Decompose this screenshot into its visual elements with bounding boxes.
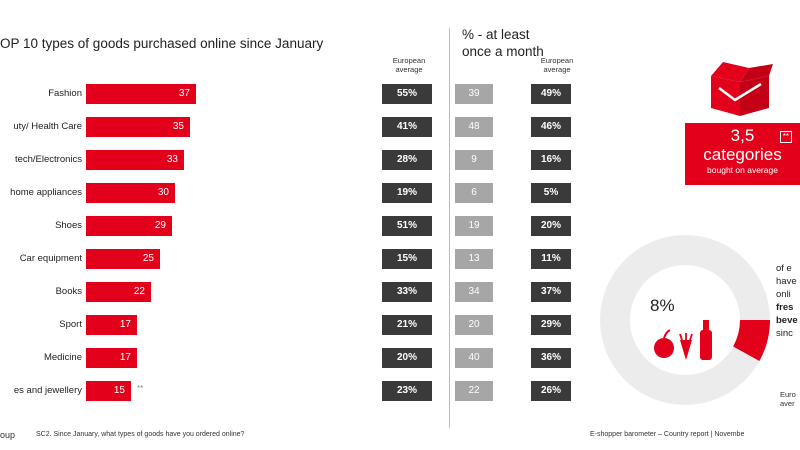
bar: 29 [86,216,172,236]
footer-report: E-shopper barometer – Country report | N… [590,431,745,438]
category-label: uty/ Health Care [13,121,82,132]
monthly-eu-average-value: 49% [531,84,571,104]
bar-value-label: 22 [133,286,145,297]
categories-marker: ** [779,131,792,143]
eu-average-value: 21% [382,315,432,335]
bar-value-label: 37 [178,88,190,99]
category-label: es and jewellery [13,385,82,396]
bar-value-label: 15 [113,385,125,396]
categories-number: 3,5 [730,126,755,145]
eu-average-value: 55% [382,84,432,104]
eu-average-value: 33% [382,282,432,302]
bar: 15 [86,381,131,401]
monthly-eu-average-header: European average [540,56,574,74]
food-drink-icon [654,320,712,360]
monthly-value: 9 [455,150,493,170]
donut-slice-fresh [732,319,770,361]
bar: 35 [86,117,190,137]
bar: 17 [86,348,137,368]
category-label: Medicine [43,352,82,363]
monthly-eu-average-value: 36% [531,348,571,368]
monthly-value: 13 [455,249,493,269]
monthly-value: 20 [455,315,493,335]
bar-value-label: 25 [142,253,154,264]
monthly-eu-average-value: 20% [531,216,571,236]
bar: 25 [86,249,160,269]
section-divider [449,28,450,428]
eu-average-value: 28% [382,150,432,170]
monthly-eu-average-value: 29% [531,315,571,335]
category-label: Books [55,286,82,297]
fresh-donut-chart [600,235,770,405]
category-label: Fashion [48,88,82,99]
monthly-value: 19 [455,216,493,236]
eu-average-value: 41% [382,117,432,137]
category-label: Car equipment [19,253,82,264]
monthly-eu-average-value: 26% [531,381,571,401]
monthly-eu-average-value: 11% [531,249,571,269]
bar: 17 [86,315,137,335]
bar-marker: ** [137,384,144,393]
footer-brand: oup [0,430,16,440]
category-label: tech/Electronics [14,154,82,165]
chart-title: OP 10 types of goods purchased online si… [0,36,324,51]
bar-value-label: 17 [119,319,131,330]
frequency-title: % - at least once a month [462,27,544,59]
monthly-value: 22 [455,381,493,401]
eu-average-value: 23% [382,381,432,401]
bar-value-label: 30 [157,187,169,198]
bar-value-label: 33 [166,154,178,165]
bar: 37 [86,84,196,104]
category-label: Shoes [55,220,82,231]
categories-subtext: bought on average [707,165,778,175]
categories-badge: ** 3,5 categories bought on average [685,123,800,185]
eu-average-header: European average [392,56,426,74]
eu-average-value: 15% [382,249,432,269]
category-label: home appliances [10,187,82,198]
monthly-eu-average-value: 5% [531,183,571,203]
monthly-value: 6 [455,183,493,203]
monthly-eu-average-value: 46% [531,117,571,137]
bar-value-label: 17 [119,352,131,363]
fresh-percentage: 8% [650,296,675,315]
category-label: Sport [59,319,82,330]
monthly-value: 48 [455,117,493,137]
monthly-value: 39 [455,84,493,104]
monthly-value: 40 [455,348,493,368]
eu-average-value: 20% [382,348,432,368]
categories-word: categories [703,145,782,164]
fresh-eu-average: Euro aver [780,390,796,408]
bar-value-label: 35 [172,121,184,132]
footer-question: SC2. Since January, what types of goods … [36,431,245,438]
fresh-description: of e have onli fres beve sinc [776,263,798,339]
monthly-value: 34 [455,282,493,302]
bar: 22 [86,282,151,302]
bar-value-label: 29 [154,220,166,231]
monthly-eu-average-value: 37% [531,282,571,302]
bar: 33 [86,150,184,170]
eu-average-value: 19% [382,183,432,203]
eu-average-value: 51% [382,216,432,236]
monthly-eu-average-value: 16% [531,150,571,170]
parcel-icon [711,62,773,116]
bar: 30 [86,183,175,203]
